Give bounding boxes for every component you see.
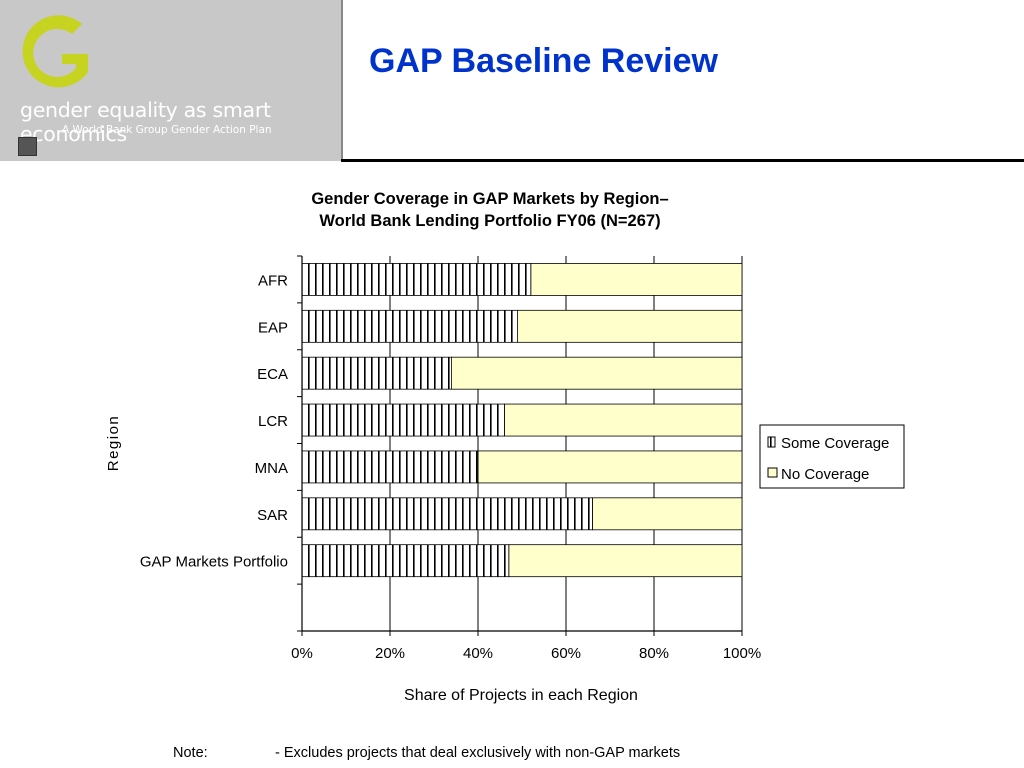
- header-divider: [341, 159, 1024, 162]
- y-tick-label: EAP: [258, 319, 288, 336]
- bar-some-coverage: [301, 544, 510, 578]
- bar-some-coverage: [301, 309, 519, 343]
- bar-some-coverage: [301, 356, 453, 390]
- x-axis-label: Share of Projects in each Region: [404, 687, 638, 704]
- legend-label-some-coverage: Some Coverage: [781, 435, 889, 452]
- bar-no-coverage: [508, 544, 743, 578]
- chart-title-line-1: Gender Coverage in GAP Markets by Region…: [311, 190, 669, 208]
- x-tick-label: 100%: [723, 645, 761, 662]
- bar-some-coverage: [301, 403, 505, 437]
- y-tick-label: SAR: [257, 507, 288, 524]
- x-tick-label: 60%: [551, 645, 581, 662]
- y-axis-label: Region: [105, 415, 122, 472]
- bars: [301, 263, 743, 578]
- legend-swatch-some-coverage: [767, 436, 776, 448]
- bar-no-coverage: [517, 309, 743, 343]
- slide-title: GAP Baseline Review: [369, 42, 718, 80]
- bar-no-coverage: [477, 450, 743, 484]
- logo-panel: gender equality as smart economics A Wor…: [0, 0, 343, 161]
- bar-some-coverage: [301, 497, 593, 531]
- bar-no-coverage: [451, 356, 743, 390]
- logo-subtext: A World Bank Group Gender Action Plan: [62, 124, 272, 136]
- x-tick-label: 40%: [463, 645, 493, 662]
- axes: 0% 20% 40% 60% 80% 100% AFR EAP ECA LCR MNA SAR GAP …: [140, 255, 761, 662]
- legend-swatch-no-coverage: [767, 467, 778, 478]
- x-tick-label: 20%: [375, 645, 405, 662]
- bar-no-coverage: [592, 497, 743, 531]
- gap-logo-icon: [22, 15, 88, 88]
- chart-title-line-2: World Bank Lending Portfolio FY06 (N=267…: [319, 212, 661, 230]
- y-tick-label: LCR: [258, 413, 288, 430]
- note-label: Note:: [173, 745, 208, 761]
- legend-label-no-coverage: No Coverage: [781, 466, 869, 483]
- y-tick-label: MNA: [255, 460, 288, 477]
- bar-some-coverage: [301, 450, 479, 484]
- x-tick-label: 80%: [639, 645, 669, 662]
- note-text: - Excludes projects that deal exclusivel…: [275, 745, 681, 761]
- x-tick-label: 0%: [291, 645, 313, 662]
- y-tick-label: AFR: [258, 272, 288, 289]
- bar-no-coverage: [503, 403, 743, 437]
- world-bank-globe-icon: [18, 137, 37, 156]
- y-tick-label: GAP Markets Portfolio: [140, 554, 288, 571]
- bar-no-coverage: [530, 263, 743, 296]
- y-tick-label: ECA: [257, 366, 288, 383]
- bar-some-coverage: [301, 263, 532, 296]
- logo-text: gender equality as smart economics: [20, 98, 271, 146]
- legend: Some Coverage No Coverage: [759, 424, 905, 489]
- chart-title: Gender Coverage in GAP Markets by Region…: [250, 188, 730, 232]
